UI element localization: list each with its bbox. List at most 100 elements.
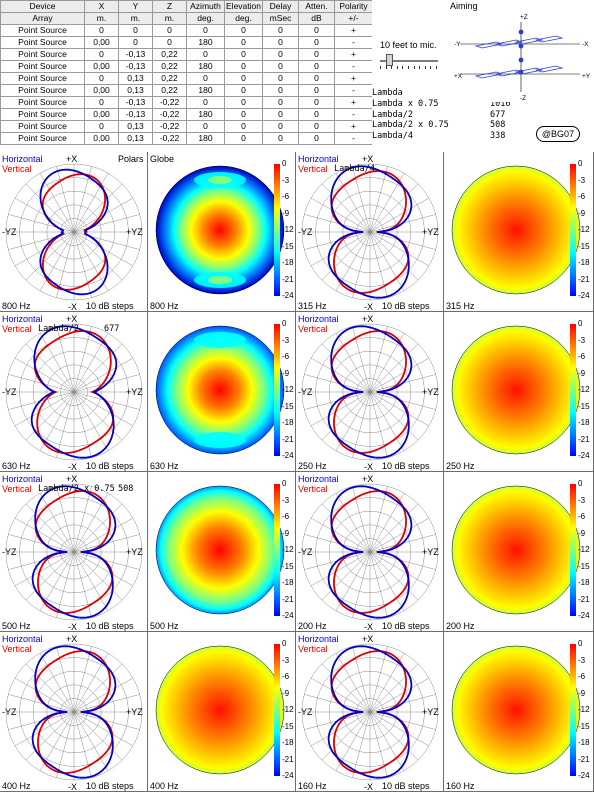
- table-cell[interactable]: 0: [262, 24, 299, 37]
- table-cell[interactable]: 0: [224, 132, 263, 145]
- table-cell[interactable]: 0: [298, 24, 335, 37]
- table-cell[interactable]: 0,00: [84, 108, 119, 121]
- table-cell[interactable]: 0: [298, 72, 335, 85]
- table-cell[interactable]: 0: [298, 36, 335, 49]
- table-cell[interactable]: 0: [262, 72, 299, 85]
- table-cell[interactable]: 0,00: [84, 84, 119, 97]
- table-cell[interactable]: -0,13: [118, 60, 153, 73]
- table-cell[interactable]: 0: [84, 96, 119, 109]
- table-cell[interactable]: 0: [224, 60, 263, 73]
- table-cell[interactable]: 0: [262, 60, 299, 73]
- table-row[interactable]: Point Source 0 0,13 0,22 0 0 0 0 +: [0, 72, 373, 85]
- table-cell[interactable]: 0: [298, 84, 335, 97]
- table-cell[interactable]: +: [334, 96, 373, 109]
- table-cell[interactable]: 0: [262, 48, 299, 61]
- table-cell[interactable]: 0: [224, 120, 263, 133]
- table-cell[interactable]: 0: [262, 36, 299, 49]
- table-cell[interactable]: -0,22: [152, 108, 187, 121]
- table-cell[interactable]: 0: [152, 36, 187, 49]
- table-cell[interactable]: 0,22: [152, 72, 187, 85]
- table-cell[interactable]: 180: [186, 108, 225, 121]
- table-cell[interactable]: 0: [186, 120, 225, 133]
- table-cell[interactable]: Point Source: [0, 96, 85, 109]
- table-cell[interactable]: 0: [224, 96, 263, 109]
- table-cell[interactable]: 0,22: [152, 60, 187, 73]
- table-cell[interactable]: Point Source: [0, 60, 85, 73]
- table-cell[interactable]: -0,13: [118, 108, 153, 121]
- table-cell[interactable]: 0: [186, 96, 225, 109]
- table-cell[interactable]: Point Source: [0, 72, 85, 85]
- table-cell[interactable]: 0: [224, 84, 263, 97]
- table-row[interactable]: Point Source 0 -0,13 -0,22 0 0 0 0 +: [0, 96, 373, 109]
- table-cell[interactable]: 0: [224, 72, 263, 85]
- table-cell[interactable]: -: [334, 84, 373, 97]
- table-cell[interactable]: Point Source: [0, 24, 85, 37]
- table-cell[interactable]: 0: [186, 72, 225, 85]
- table-cell[interactable]: +: [334, 120, 373, 133]
- table-cell[interactable]: 180: [186, 84, 225, 97]
- table-cell[interactable]: +: [334, 48, 373, 61]
- table-cell[interactable]: +: [334, 72, 373, 85]
- table-cell[interactable]: 0: [118, 24, 153, 37]
- table-cell[interactable]: 0,13: [118, 84, 153, 97]
- table-cell[interactable]: 0: [84, 120, 119, 133]
- table-cell[interactable]: -: [334, 132, 373, 145]
- table-cell[interactable]: 180: [186, 60, 225, 73]
- table-cell[interactable]: Point Source: [0, 132, 85, 145]
- table-cell[interactable]: 0: [298, 48, 335, 61]
- table-cell[interactable]: 0,00: [84, 36, 119, 49]
- table-cell[interactable]: Point Source: [0, 120, 85, 133]
- table-cell[interactable]: 0: [224, 24, 263, 37]
- table-cell[interactable]: 0: [262, 120, 299, 133]
- table-cell[interactable]: Point Source: [0, 84, 85, 97]
- table-cell[interactable]: 0: [262, 96, 299, 109]
- table-cell[interactable]: 0: [298, 96, 335, 109]
- table-cell[interactable]: 0: [298, 120, 335, 133]
- table-cell[interactable]: -0,13: [118, 96, 153, 109]
- table-row[interactable]: Point Source 0,00 0,13 -0,22 180 0 0 0-: [0, 132, 373, 145]
- table-cell[interactable]: -: [334, 60, 373, 73]
- table-cell[interactable]: -: [334, 108, 373, 121]
- table-cell[interactable]: 0,00: [84, 132, 119, 145]
- table-cell[interactable]: Point Source: [0, 36, 85, 49]
- table-cell[interactable]: 0,00: [84, 60, 119, 73]
- table-cell[interactable]: 0: [224, 36, 263, 49]
- table-cell[interactable]: 0: [84, 48, 119, 61]
- table-cell[interactable]: 0: [298, 132, 335, 145]
- table-row[interactable]: Point Source 0,00 -0,13 -0,22 180 0 0 0-: [0, 108, 373, 121]
- table-row[interactable]: Point Source 0 0,13 -0,22 0 0 0 0 +: [0, 120, 373, 133]
- slider-thumb[interactable]: [386, 54, 394, 66]
- table-cell[interactable]: 0,13: [118, 72, 153, 85]
- table-cell[interactable]: 0: [186, 24, 225, 37]
- table-cell[interactable]: 180: [186, 132, 225, 145]
- table-cell[interactable]: 0: [84, 24, 119, 37]
- table-cell[interactable]: 0,13: [118, 132, 153, 145]
- table-cell[interactable]: 0: [118, 36, 153, 49]
- table-cell[interactable]: 0: [298, 108, 335, 121]
- table-cell[interactable]: +: [334, 24, 373, 37]
- table-cell[interactable]: -0,22: [152, 96, 187, 109]
- table-cell[interactable]: -0,22: [152, 132, 187, 145]
- table-cell[interactable]: Point Source: [0, 48, 85, 61]
- table-row[interactable]: Point Source 0,00 0 0 180 0 0 0-: [0, 36, 373, 49]
- table-cell[interactable]: -0,22: [152, 120, 187, 133]
- table-cell[interactable]: 0: [84, 72, 119, 85]
- table-cell[interactable]: 0,22: [152, 48, 187, 61]
- table-cell[interactable]: 180: [186, 36, 225, 49]
- table-cell[interactable]: 0: [152, 24, 187, 37]
- table-cell[interactable]: 0: [224, 108, 263, 121]
- table-cell[interactable]: 0: [262, 132, 299, 145]
- table-cell[interactable]: 0: [262, 108, 299, 121]
- table-row[interactable]: Point Source 0,00 0,13 0,22 180 0 0 0-: [0, 84, 373, 97]
- table-cell[interactable]: -: [334, 36, 373, 49]
- table-cell[interactable]: 0,22: [152, 84, 187, 97]
- table-row[interactable]: Point Source 0 0 0 0 0 0 0 +: [0, 24, 373, 37]
- table-row[interactable]: Point Source 0 -0,13 0,22 0 0 0 0 +: [0, 48, 373, 61]
- table-cell[interactable]: Point Source: [0, 108, 85, 121]
- table-cell[interactable]: 0: [298, 60, 335, 73]
- table-cell[interactable]: 0,13: [118, 120, 153, 133]
- distance-slider[interactable]: [380, 54, 438, 69]
- table-cell[interactable]: 0: [224, 48, 263, 61]
- table-cell[interactable]: -0,13: [118, 48, 153, 61]
- table-cell[interactable]: 0: [262, 84, 299, 97]
